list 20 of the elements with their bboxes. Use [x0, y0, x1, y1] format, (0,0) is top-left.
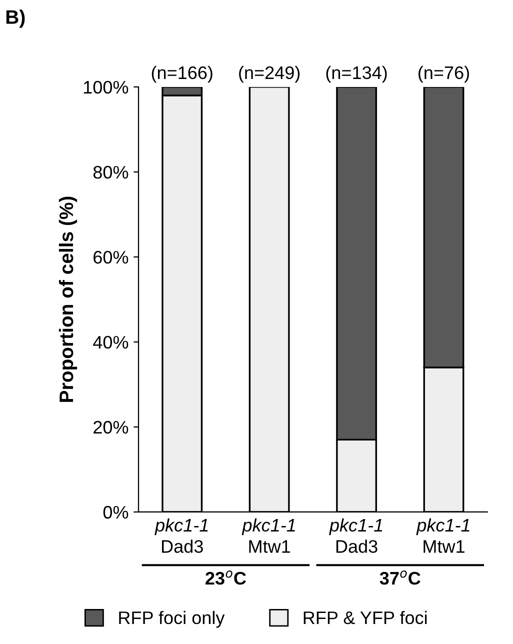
y-tick-label: 20% — [94, 420, 128, 434]
text: (n=166) — [152, 66, 212, 83]
text: (n=76) — [418, 66, 469, 83]
y-axis-title: Proportion of cells (%) — [58, 196, 78, 402]
y-tick-label: 40% — [93, 336, 128, 349]
chart-title: B) — [6, 10, 25, 28]
text: 23$^{o}$C — [206, 570, 246, 585]
x-tick-label: pkc1-1 Mtw1 — [416, 518, 470, 553]
legend-label: RFP foci only — [119, 610, 225, 628]
y-tick-label: 100% — [84, 80, 128, 94]
text: (n=134) — [326, 66, 387, 83]
x-tick-label: pkc1-1 Dad3 — [328, 518, 382, 553]
x-tick-label: pkc1-1 Mtw1 — [242, 518, 295, 553]
y-tick-label: 0% — [103, 506, 128, 519]
y-tick-label: 60% — [94, 250, 128, 264]
legend-label: RFP & YFP foci — [304, 610, 427, 624]
text: 37$^{o}$C — [380, 570, 420, 585]
x-tick-label: pkc1-1 Dad3 — [154, 518, 208, 553]
text: (n=249) — [239, 66, 300, 83]
y-tick-label: 80% — [93, 166, 128, 179]
